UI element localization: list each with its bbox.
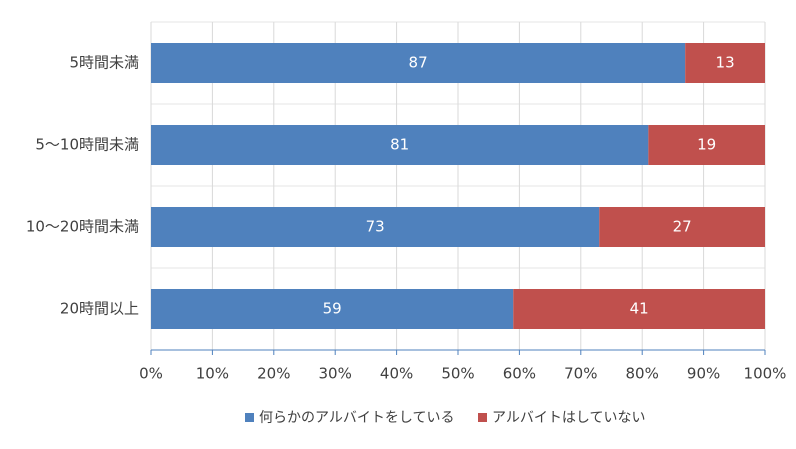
data-label: 87 bbox=[409, 54, 428, 72]
x-tick-label: 60% bbox=[503, 365, 536, 383]
x-tick-label: 80% bbox=[626, 365, 659, 383]
x-tick-label: 70% bbox=[564, 365, 597, 383]
x-tick-label: 30% bbox=[319, 365, 352, 383]
bar-segment bbox=[513, 289, 765, 329]
y-tick-label: 10～20時間未満 bbox=[26, 218, 139, 236]
legend-swatch bbox=[478, 413, 487, 422]
bar-segment bbox=[599, 207, 765, 247]
y-tick-label: 20時間以上 bbox=[60, 300, 139, 318]
data-label: 41 bbox=[630, 300, 649, 318]
bar-segment bbox=[151, 125, 649, 165]
x-tick-label: 10% bbox=[196, 365, 229, 383]
data-label: 27 bbox=[673, 218, 692, 236]
x-tick-label: 20% bbox=[257, 365, 290, 383]
legend-label: 何らかのアルバイトをしている bbox=[259, 410, 454, 426]
x-tick-label: 0% bbox=[139, 365, 163, 383]
legend-label: アルバイトはしていない bbox=[492, 410, 645, 426]
data-label: 59 bbox=[323, 300, 342, 318]
x-tick-label: 40% bbox=[380, 365, 413, 383]
data-label: 73 bbox=[366, 218, 385, 236]
legend-swatch bbox=[245, 413, 254, 422]
data-label: 19 bbox=[697, 136, 716, 154]
y-tick-label: 5～10時間未満 bbox=[35, 136, 139, 154]
x-tick-label: 90% bbox=[687, 365, 720, 383]
y-tick-label: 5時間未満 bbox=[69, 54, 139, 72]
x-tick-label: 100% bbox=[744, 365, 787, 383]
bar-segment bbox=[151, 289, 514, 329]
bar-segment bbox=[151, 43, 686, 83]
bar-segment bbox=[151, 207, 600, 247]
x-tick-label: 50% bbox=[441, 365, 474, 383]
bar-segment bbox=[685, 43, 765, 83]
data-label: 13 bbox=[716, 54, 735, 72]
data-label: 81 bbox=[390, 136, 409, 154]
bar-segment bbox=[648, 125, 765, 165]
